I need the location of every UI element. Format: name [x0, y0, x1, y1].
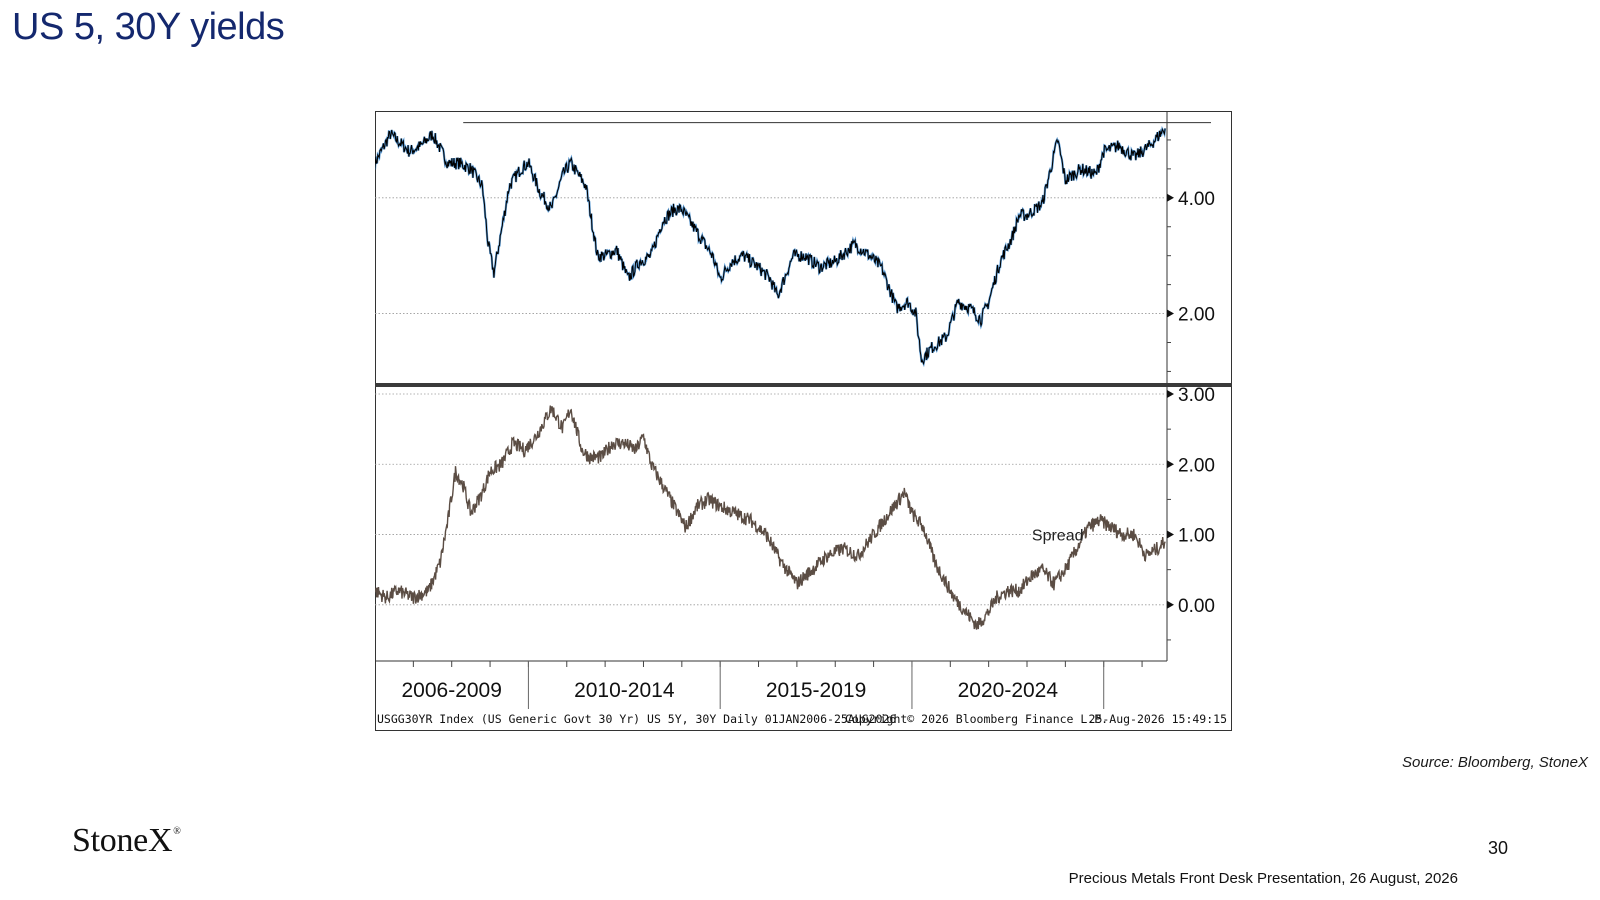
- panel-divider: [375, 383, 1232, 387]
- footer-text: Precious Metals Front Desk Presentation,…: [1068, 870, 1458, 887]
- y-tick-label: 2.00: [1178, 455, 1215, 476]
- y-tick-label: 0.00: [1178, 596, 1215, 617]
- top-panel-grid: [375, 197, 1167, 314]
- chart-footer-ticker: USGG30YR Index (US Generic Govt 30 Yr) U…: [377, 712, 896, 726]
- spread-annotation: Spread: [1032, 528, 1084, 545]
- y-tick-mark: [1167, 600, 1174, 609]
- source-note: Source: Bloomberg, StoneX: [1402, 754, 1588, 771]
- y-tick-label: 2.00: [1178, 305, 1215, 326]
- logo-text: StoneX: [72, 822, 173, 859]
- bottom-panel-y-axis: 3.00 2.00 1.00 0.00: [1167, 385, 1215, 641]
- y-tick-mark: [1167, 390, 1174, 399]
- series-line-spread: [375, 405, 1166, 630]
- x-period-label: 2015-2019: [766, 679, 866, 702]
- chart-border: [375, 111, 1232, 731]
- y-tick-mark: [1167, 193, 1174, 202]
- chart-footer-copyright: Copyright© 2026 Bloomberg Finance L.P.: [845, 712, 1108, 726]
- slide-title: US 5, 30Y yields: [12, 6, 285, 48]
- x-period-label: 2010-2014: [574, 679, 675, 702]
- yield-chart: 4.00 2.00 3.00 2.00 1.00 0.00 2006-2009 2010-…: [375, 111, 1232, 731]
- yield-chart-svg: 4.00 2.00 3.00 2.00 1.00 0.00 2006-2009 2010-…: [375, 111, 1232, 731]
- chart-footer-timestamp: 25-Aug-2026 15:49:15: [1089, 712, 1227, 726]
- page-number: 30: [1487, 838, 1508, 858]
- series-line: [375, 127, 1166, 366]
- y-tick-mark: [1167, 309, 1174, 318]
- y-tick-label: 1.00: [1178, 526, 1215, 547]
- stonex-logo: StoneX®: [72, 822, 181, 860]
- bottom-panel-series: [375, 405, 1166, 630]
- logo-registered-mark: ®: [173, 826, 181, 837]
- y-tick-label: 3.00: [1178, 385, 1215, 406]
- y-tick-label: 4.00: [1178, 189, 1215, 210]
- x-period-label: 2020-2024: [958, 679, 1059, 702]
- x-period-label: 2006-2009: [401, 679, 501, 702]
- bottom-panel-grid: [375, 393, 1167, 606]
- y-tick-mark: [1167, 460, 1174, 469]
- y-tick-mark: [1167, 530, 1174, 539]
- x-axis: 2006-2009 2010-2014 2015-2019 2020-2024: [401, 661, 1143, 709]
- top-panel-y-axis: 4.00 2.00: [1167, 139, 1215, 372]
- top-panel-series: [375, 125, 1167, 368]
